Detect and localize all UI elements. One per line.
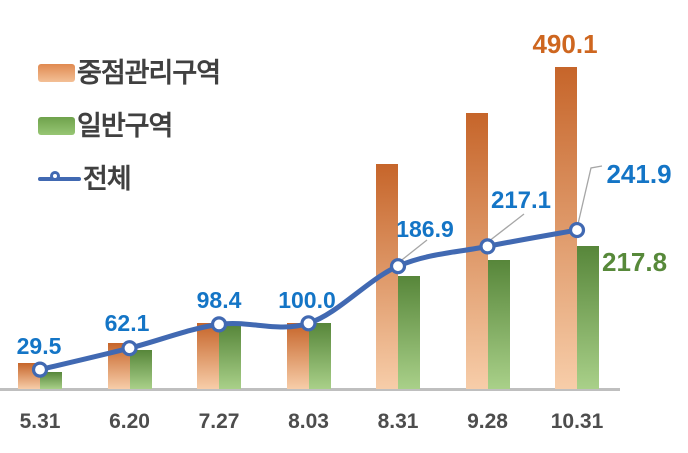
bar-priority-9.28 [465, 113, 488, 389]
bar-priority-7.27 [197, 323, 219, 389]
legend-swatch-priority-zone-icon [38, 64, 75, 82]
bar-general-8.31 [398, 275, 420, 389]
x-axis-label-10.31: 10.31 [550, 410, 604, 433]
x-axis-label-9.28: 9.28 [467, 410, 508, 433]
legend-circle-marker-icon [50, 171, 60, 181]
legend-label-general-zone: 일반구역 [77, 111, 173, 141]
line-marker-9.28 [479, 238, 496, 255]
bar-general-10.31 [577, 245, 599, 389]
line-label-5.31: 29.5 [16, 333, 62, 359]
legend-item-total: 전체 [38, 162, 220, 196]
line-label-9.28: 217.1 [490, 187, 552, 214]
line-label-8.03: 100.0 [278, 287, 336, 313]
line-marker-7.27 [210, 316, 228, 333]
bar-general-5.31 [40, 371, 62, 389]
line-marker-8.31 [389, 258, 407, 275]
label-leader-line-0 [397, 239, 428, 264]
bar-general-6.20 [129, 349, 152, 389]
bar-label-general-last: 217.8 [602, 247, 668, 277]
label-leader-line-2 [577, 165, 603, 225]
bar-general-7.27 [219, 324, 241, 389]
x-axis-label-6.20: 6.20 [109, 410, 150, 433]
line-marker-5.31 [31, 361, 49, 378]
line-marker-8.03 [300, 315, 317, 332]
x-axis-label-7.27: 7.27 [198, 410, 240, 433]
line-label-8.31: 186.9 [396, 216, 454, 242]
bar-general-8.03 [308, 323, 331, 389]
x-axis-label-5.31: 5.31 [19, 410, 61, 433]
legend: 중점관리구역 일반구역 전체 [38, 56, 221, 196]
legend-line-marker-icon [38, 170, 81, 188]
legend-label-priority-zone: 중점관리구역 [77, 58, 221, 88]
bar-general-9.28 [487, 260, 510, 389]
line-marker-10.31 [568, 221, 586, 239]
bar-priority-8.31 [376, 163, 398, 389]
legend-line-segment [38, 177, 81, 181]
line-label-10.31: 241.9 [606, 159, 672, 189]
legend-label-total: 전체 [83, 164, 132, 194]
legend-item-general-zone: 일반구역 [38, 109, 220, 143]
x-axis-label-8.03: 8.03 [288, 410, 329, 433]
legend-item-priority-zone: 중점관리구역 [38, 56, 221, 90]
bar-priority-10.31 [555, 67, 577, 389]
bar-priority-8.03 [286, 322, 309, 389]
line-marker-6.20 [121, 340, 138, 357]
line-label-6.20: 62.1 [104, 310, 150, 336]
line-label-7.27: 98.4 [196, 287, 242, 313]
x-axis-label-8.31: 8.31 [377, 410, 419, 433]
legend-swatch-general-zone-icon [38, 117, 75, 135]
bar-label-priority-last: 490.1 [532, 29, 598, 59]
x-axis-line [0, 388, 620, 391]
